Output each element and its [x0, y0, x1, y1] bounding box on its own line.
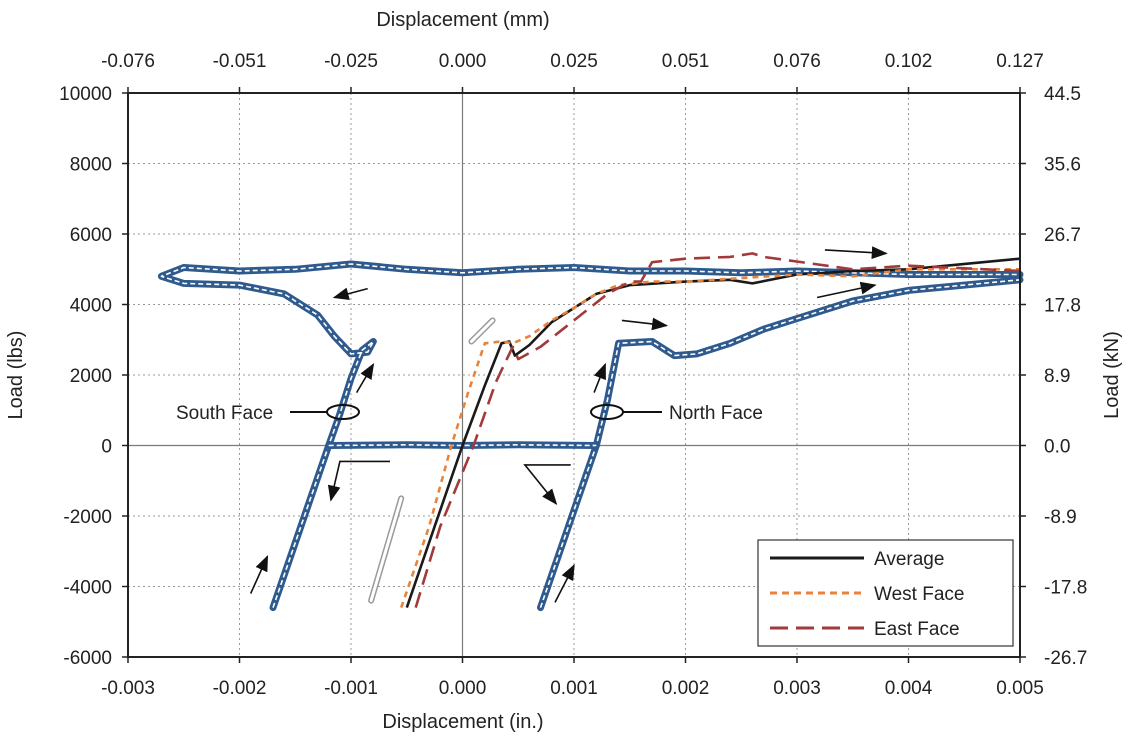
direction-arrow [593, 362, 606, 393]
loading-arrow-fill [469, 318, 495, 343]
y-left-tick-label: 6000 [70, 225, 112, 246]
y-left-tick-label: 4000 [70, 296, 112, 317]
x-top-tick-label: 0.025 [550, 51, 598, 72]
direction-arrow [327, 460, 390, 502]
x-top-tick-label: -0.076 [101, 51, 155, 72]
legend-label-east-face: East Face [874, 619, 960, 640]
y-left-tick-label: -6000 [63, 648, 112, 669]
direction-arrow [554, 563, 575, 603]
y-right-axis-title: Load (kN) [1101, 331, 1123, 419]
y-left-tick-label: -2000 [63, 507, 112, 528]
direction-arrow [816, 281, 877, 299]
legend-label-average: Average [874, 549, 944, 570]
y-left-axis-title: Load (lbs) [5, 331, 27, 420]
y-right-tick-label: 8.9 [1044, 366, 1070, 387]
x-bottom-tick-label: -0.003 [101, 678, 155, 699]
x-bottom-tick-label: 0.003 [773, 678, 821, 699]
series-highlight-south-face [160, 263, 1020, 608]
y-left-tick-label: 8000 [70, 155, 112, 176]
y-left-tick-label: 10000 [59, 84, 112, 105]
y-left-tick-label: -4000 [63, 578, 112, 599]
x-bottom-tick-label: 0.001 [550, 678, 598, 699]
x-bottom-tick-label: 0.002 [662, 678, 710, 699]
series-line-east-face [414, 252, 1021, 608]
y-right-tick-label: 44.5 [1044, 84, 1081, 105]
y-left-tick-label: 2000 [70, 366, 112, 387]
x-bottom-tick-label: -0.002 [213, 678, 267, 699]
tick-labels: -0.003-0.076-0.002-0.051-0.001-0.0250.00… [59, 51, 1087, 699]
direction-arrow [249, 555, 269, 594]
x-bottom-tick-label: 0.004 [885, 678, 933, 699]
y-right-tick-label: 0.0 [1044, 437, 1070, 458]
x-top-tick-label: 0.000 [439, 51, 487, 72]
x-top-tick-label: 0.076 [773, 51, 821, 72]
plot-frame [127, 92, 1021, 658]
y-right-tick-label: 17.8 [1044, 296, 1081, 317]
y-left-tick-label: 0 [101, 437, 112, 458]
direction-arrow [824, 246, 888, 259]
direction-arrow [523, 464, 571, 505]
series-line-west-face [399, 267, 1020, 609]
x-bottom-tick-label: -0.001 [324, 678, 378, 699]
x-bottom-tick-label: 0.005 [996, 678, 1044, 699]
x-top-tick-label: -0.051 [213, 51, 267, 72]
direction-arrow [332, 287, 368, 300]
direction-arrows [249, 246, 888, 604]
x-top-tick-label: 0.127 [996, 51, 1044, 72]
series-highlight-north-face [539, 279, 1021, 608]
x-bottom-tick-label: 0.000 [439, 678, 487, 699]
x-top-tick-label: 0.051 [662, 51, 710, 72]
loading-arrow-fill [369, 496, 403, 603]
y-right-tick-label: 35.6 [1044, 155, 1081, 176]
y-right-tick-label: 26.7 [1044, 225, 1081, 246]
y-right-tick-label: -17.8 [1044, 578, 1087, 599]
direction-arrow [355, 363, 375, 394]
x-top-axis-title: Displacement (mm) [376, 9, 549, 31]
x-bottom-axis-title: Displacement (in.) [382, 711, 543, 733]
y-right-tick-label: -26.7 [1044, 648, 1087, 669]
legend-label-west-face: West Face [874, 584, 964, 605]
x-top-tick-label: 0.102 [885, 51, 933, 72]
series-highlight-zero-load-path [328, 443, 597, 447]
north-face-label: North Face [669, 403, 763, 424]
series-lines [157, 252, 1024, 612]
legend: Average West Face East Face [757, 539, 1014, 647]
y-right-tick-label: -8.9 [1044, 507, 1077, 528]
x-top-tick-label: -0.025 [324, 51, 378, 72]
annotations: South Face North Face [176, 403, 763, 424]
direction-arrow [621, 317, 669, 331]
south-face-label: South Face [176, 403, 273, 424]
